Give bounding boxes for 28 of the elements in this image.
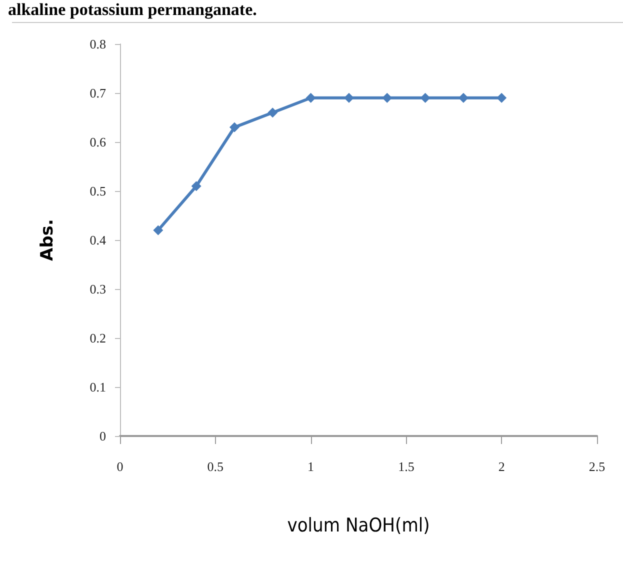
point (458, 92, 468, 103)
y-tick-label: 0 (100, 428, 106, 444)
x-tick-label: 0 (116, 459, 124, 474)
y-tick-label: 0.5 (90, 184, 106, 198)
point (306, 92, 316, 103)
y-tick-label: 0.3 (90, 282, 106, 296)
y-tick-label: 0.6 (90, 134, 106, 150)
y-tick-label: 0.1 (90, 380, 106, 394)
y-tick-label: 0.2 (90, 330, 106, 346)
point (268, 108, 278, 118)
point (191, 181, 202, 192)
x-tick-label: 2.5 (588, 459, 606, 474)
chart-title: alkaline potassium permanganate. (8, 0, 257, 20)
x-tick-label: 2 (498, 459, 505, 474)
y-tick-label: 0.7 (90, 86, 106, 100)
point (420, 92, 430, 103)
y-axis-title: Abs. (38, 219, 58, 261)
point (153, 225, 164, 236)
point (496, 92, 507, 103)
point (229, 122, 240, 132)
x-axis-title: volum NaOH(ml) (287, 514, 430, 536)
y-tick-label: 0.4 (90, 232, 106, 248)
point (344, 92, 354, 103)
x-tick-label: 1 (308, 459, 314, 474)
y-tick-label: 0.8 (90, 36, 106, 52)
x-tick-label: 0.5 (207, 459, 224, 474)
point (382, 92, 392, 103)
x-tick-label: 1.5 (398, 459, 414, 474)
